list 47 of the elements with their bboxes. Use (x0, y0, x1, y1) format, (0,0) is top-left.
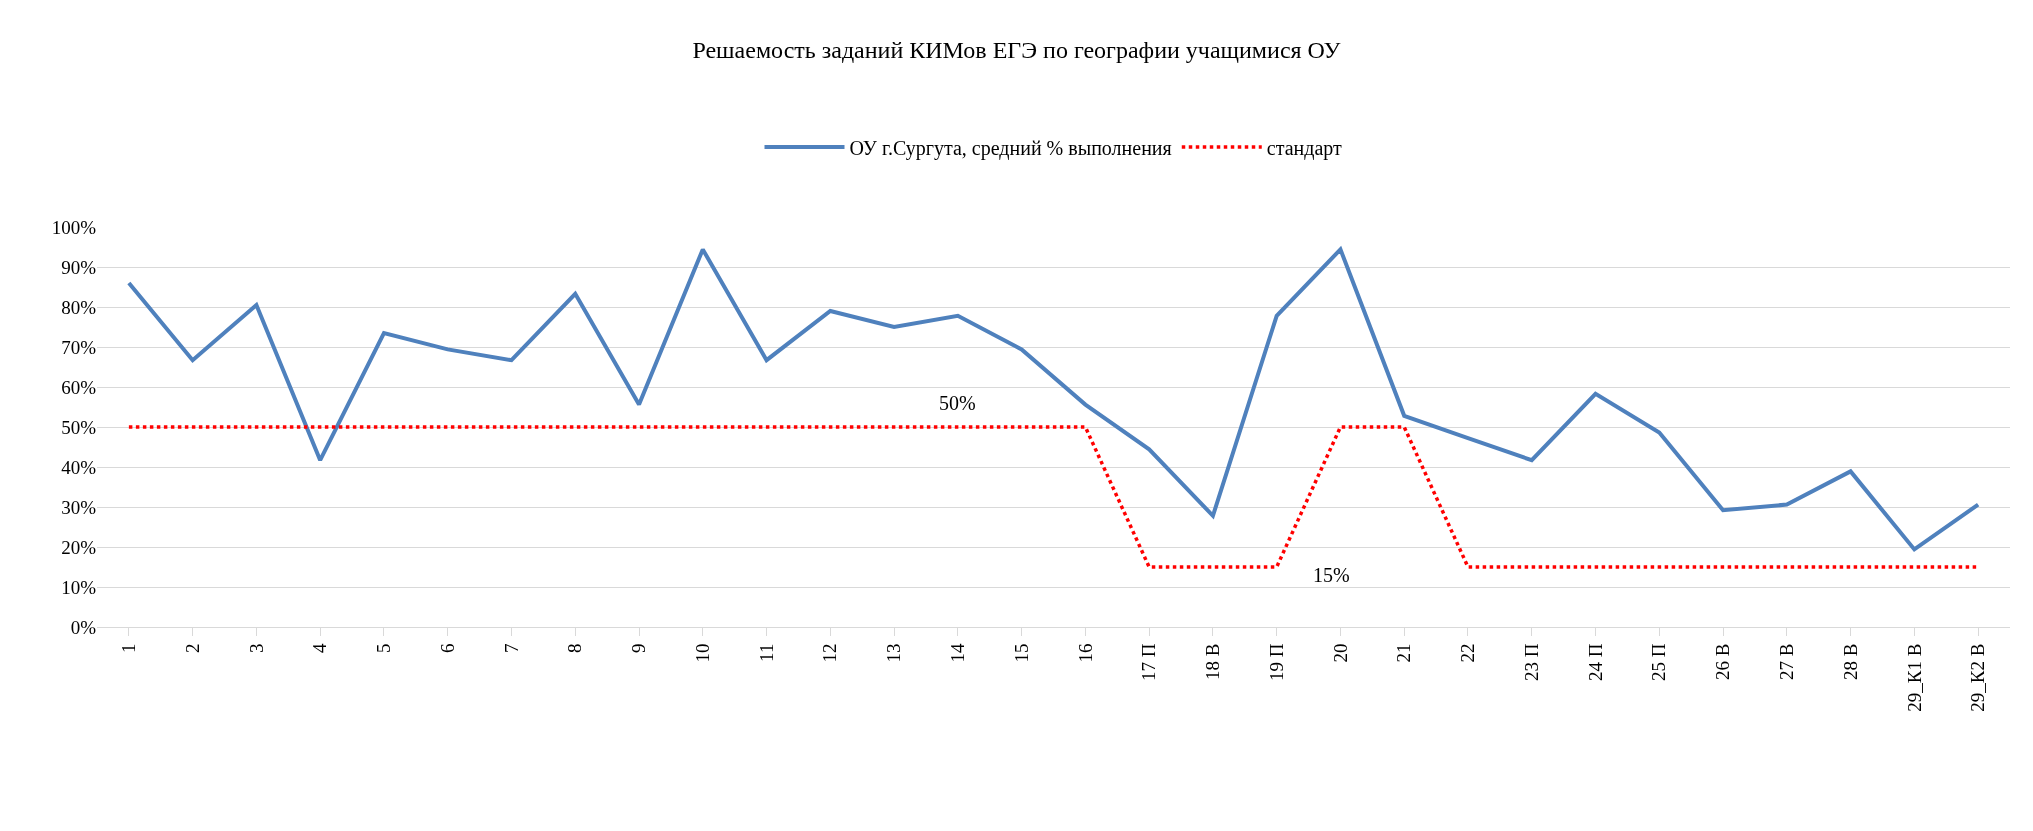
y-tick-label: 100% (51, 216, 97, 238)
x-tick-label: 25 П (1648, 643, 1670, 682)
x-tick-label: 12 (819, 643, 841, 663)
x-tick-label: 24 П (1584, 643, 1606, 682)
y-tick-label: 40% (61, 456, 97, 478)
y-tick-label: 60% (61, 376, 97, 398)
x-tick-label: 11 (755, 643, 777, 662)
x-tick-label: 4 (309, 643, 331, 654)
y-tick-label: 30% (61, 496, 97, 518)
y-tick-label: 50% (61, 416, 97, 438)
x-tick-label: 2 (181, 643, 203, 654)
y-tick-label: 0% (70, 616, 97, 638)
x-tick-label: 23 П (1520, 643, 1542, 682)
x-tick-label: 9 (628, 643, 650, 654)
y-tick-label: 70% (61, 336, 97, 358)
x-tick-label: 7 (500, 643, 522, 654)
x-tick-label: 16 (1074, 643, 1096, 663)
x-tick-label: 20 (1329, 643, 1351, 663)
legend-label: стандарт (1266, 136, 1342, 160)
x-tick-label: 1 (118, 643, 140, 654)
x-tick-label: 29_К2 В (1967, 643, 1989, 712)
x-tick-label: 5 (373, 643, 395, 654)
x-tick-label: 6 (436, 643, 458, 654)
y-tick-label: 80% (61, 296, 97, 318)
y-tick-label: 20% (61, 536, 97, 558)
chart-title: Решаемость заданий КИМов ЕГЭ по географии учащимися ОУ (692, 37, 1341, 64)
x-tick-label: 15 (1010, 643, 1032, 663)
x-tick-label: 10 (691, 643, 713, 663)
annotation: 50% (939, 392, 976, 414)
x-tick-label: 3 (245, 643, 267, 654)
x-tick-label: 28 В (1839, 643, 1861, 681)
x-tick-label: 22 (1457, 643, 1479, 663)
x-tick-label: 14 (947, 643, 969, 663)
annotation: 15% (1313, 564, 1350, 586)
y-tick-label: 90% (61, 256, 97, 278)
x-tick-label: 13 (883, 643, 905, 663)
x-tick-label: 26 В (1712, 643, 1734, 681)
x-tick-label: 27 В (1775, 643, 1797, 681)
x-tick-label: 17 П (1138, 643, 1160, 682)
x-tick-label: 18 В (1202, 643, 1224, 681)
legend-label: ОУ г.Сургута, средний % выполнения (849, 136, 1172, 160)
x-tick-label: 8 (564, 643, 586, 654)
y-tick-label: 10% (61, 576, 97, 598)
x-tick-label: 19 П (1265, 643, 1287, 682)
x-tick-label: 21 (1393, 643, 1415, 663)
line-series (126, 247, 1981, 552)
x-tick-label: 29_К1 В (1903, 643, 1925, 712)
